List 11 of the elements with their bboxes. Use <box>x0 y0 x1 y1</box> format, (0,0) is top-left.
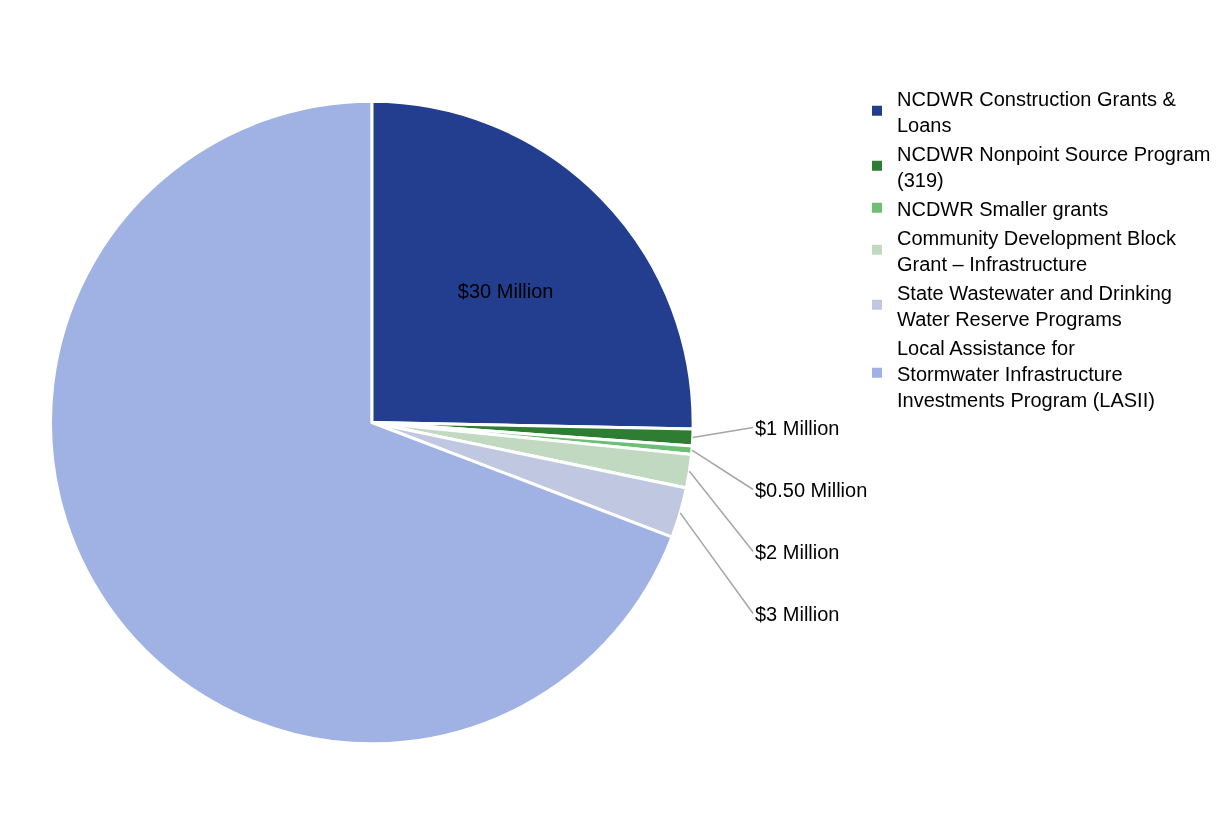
data-label: $30 Million <box>457 280 554 303</box>
legend-label: Local Assistance for Stormwater Infrastructure Investments Program (LASII) <box>897 336 1155 411</box>
data-label: $0.50 Million <box>755 479 868 501</box>
legend-label: Community Development Block Grant – Infrastructure <box>897 226 1177 275</box>
data-label: $3 Million <box>755 603 840 625</box>
data-label: $1 Million <box>755 417 840 439</box>
legend-label: State Wastewater and Drinking Water Reserve Programs <box>897 281 1172 330</box>
legend-label: NCDWR Nonpoint Source Program (319) <box>897 142 1211 191</box>
legend-label: NCDWR Construction Grants & Loans <box>897 87 1177 136</box>
legend-label: NCDWR Smaller grants <box>897 197 1109 220</box>
data-label: $2 Million <box>755 541 840 563</box>
